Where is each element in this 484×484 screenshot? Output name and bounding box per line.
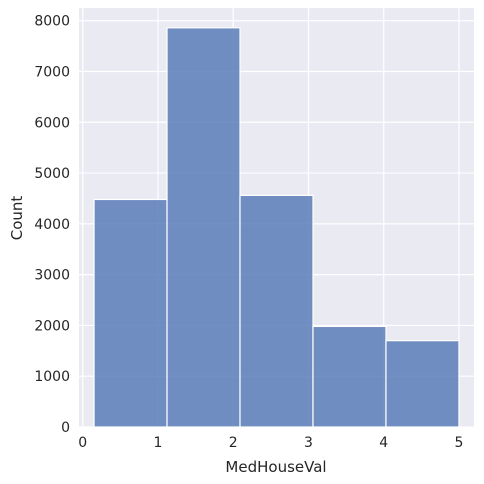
x-tick-label: 2 (229, 435, 238, 451)
histogram-bar (93, 198, 168, 428)
y-tick-label: 7000 (34, 64, 70, 80)
y-tick-label: 2000 (34, 318, 70, 334)
x-axis-title: MedHouseVal (225, 458, 326, 476)
y-tick-label: 0 (61, 420, 70, 436)
y-tick-label: 6000 (34, 115, 70, 131)
histogram-bar (385, 340, 460, 428)
y-axis-title: Count (8, 196, 26, 241)
y-axis-ticks: 0 1000 2000 3000 4000 5000 6000 7000 8000 (34, 14, 70, 436)
x-tick-label: 5 (454, 435, 463, 451)
x-axis-ticks: 0 1 2 3 4 5 (78, 435, 463, 451)
bars (93, 27, 460, 428)
y-tick-label: 4000 (34, 217, 70, 233)
x-tick-label: 0 (78, 435, 87, 451)
y-tick-label: 3000 (34, 268, 70, 284)
histogram-bar (312, 325, 387, 428)
y-tick-label: 5000 (34, 166, 70, 182)
y-tick-label: 8000 (34, 14, 70, 30)
histogram-bar (166, 27, 241, 428)
y-tick-label: 1000 (34, 369, 70, 385)
histogram-bar (239, 194, 314, 428)
x-tick-label: 1 (154, 435, 163, 451)
x-tick-label: 4 (379, 435, 388, 451)
x-tick-label: 3 (304, 435, 313, 451)
